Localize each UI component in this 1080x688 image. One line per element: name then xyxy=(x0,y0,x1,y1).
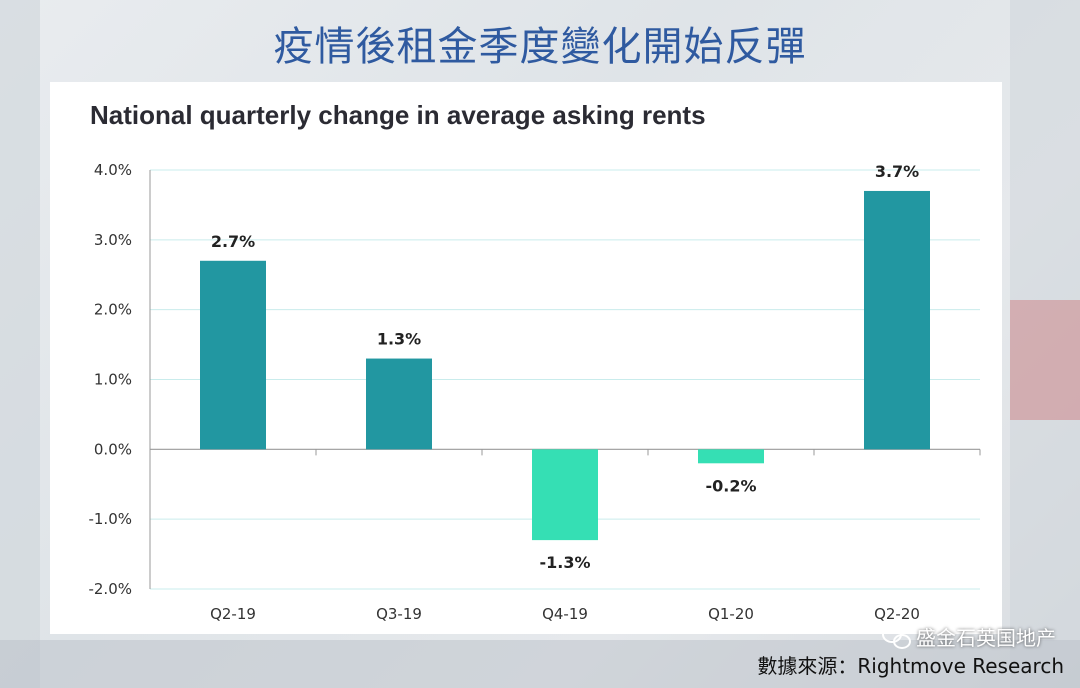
bar-q1-20 xyxy=(698,449,764,464)
watermark-text: 盛金石英国地产 xyxy=(916,626,1056,650)
x-tick-label: Q2-19 xyxy=(210,605,256,623)
bar-q2-19 xyxy=(200,260,266,450)
chart-panel: National quarterly change in average ask… xyxy=(50,82,1002,634)
y-tick-label: -2.0% xyxy=(88,580,132,598)
x-tick-label: Q3-19 xyxy=(376,605,422,623)
labels: 4.0% 3.0% 2.0% 1.0% 0.0% -1.0% -2.0% 2.7% Q2-19 1… xyxy=(88,161,919,623)
data-label: 1.3% xyxy=(377,330,421,349)
data-label: 3.7% xyxy=(875,162,919,181)
data-label: 2.7% xyxy=(211,232,255,251)
x-tick-label: Q1-20 xyxy=(708,605,754,623)
watermark: 盛金石英国地产 xyxy=(882,622,1056,651)
source-note: 數據來源：Rightmove Research xyxy=(757,654,1064,678)
data-label: -0.2% xyxy=(705,476,756,495)
bar-chart: 4.0% 3.0% 2.0% 1.0% 0.0% -1.0% -2.0% 2.7% Q2-19 1… xyxy=(88,161,981,623)
x-tick-label: Q2-20 xyxy=(874,605,920,623)
slide-title: 疫情後租金季度變化開始反彈 xyxy=(273,24,807,70)
data-label: -1.3% xyxy=(539,553,590,572)
y-tick-label: -1.0% xyxy=(88,510,132,528)
bar-q2-20 xyxy=(864,190,930,450)
chart-title: National quarterly change in average ask… xyxy=(90,100,706,130)
y-tick-label: 3.0% xyxy=(94,231,132,249)
bars xyxy=(200,190,930,541)
y-tick-label: 4.0% xyxy=(94,161,132,179)
bar-q3-19 xyxy=(366,358,432,450)
y-tick-label: 0.0% xyxy=(94,440,132,458)
bar-q4-19 xyxy=(532,449,598,541)
y-tick-label: 1.0% xyxy=(94,371,132,389)
y-tick-label: 2.0% xyxy=(94,301,132,319)
x-tick-label: Q4-19 xyxy=(542,605,588,623)
wechat-icon xyxy=(882,625,911,649)
